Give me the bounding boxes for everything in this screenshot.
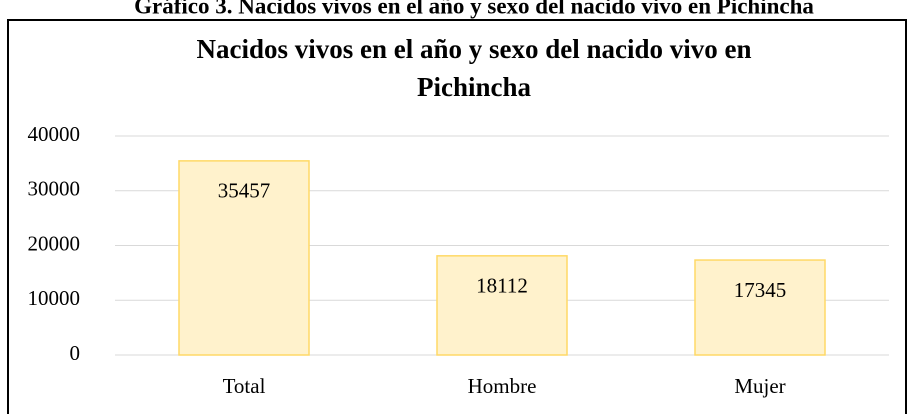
y-tick-label: 30000	[28, 177, 81, 201]
y-tick-label: 40000	[28, 122, 81, 146]
bar	[178, 160, 310, 356]
value-label: 17345	[734, 278, 787, 302]
y-tick-label: 20000	[28, 231, 81, 255]
value-label: 35457	[218, 179, 271, 203]
chart-border	[7, 19, 907, 414]
x-tick-label: Mujer	[734, 374, 785, 398]
chart-title: Nacidos vivos en el año y sexo del nacid…	[196, 34, 751, 64]
bar	[436, 255, 568, 356]
chart-title: Pichincha	[417, 72, 532, 102]
x-tick-label: Hombre	[468, 374, 537, 398]
y-tick-label: 10000	[28, 286, 81, 310]
page-heading: Gráfico 3. Nacidos vivos en el año y sex…	[134, 0, 814, 18]
value-label: 18112	[476, 274, 528, 298]
bar	[694, 259, 826, 356]
y-tick-label: 0	[70, 341, 81, 365]
x-tick-label: Total	[223, 374, 266, 398]
